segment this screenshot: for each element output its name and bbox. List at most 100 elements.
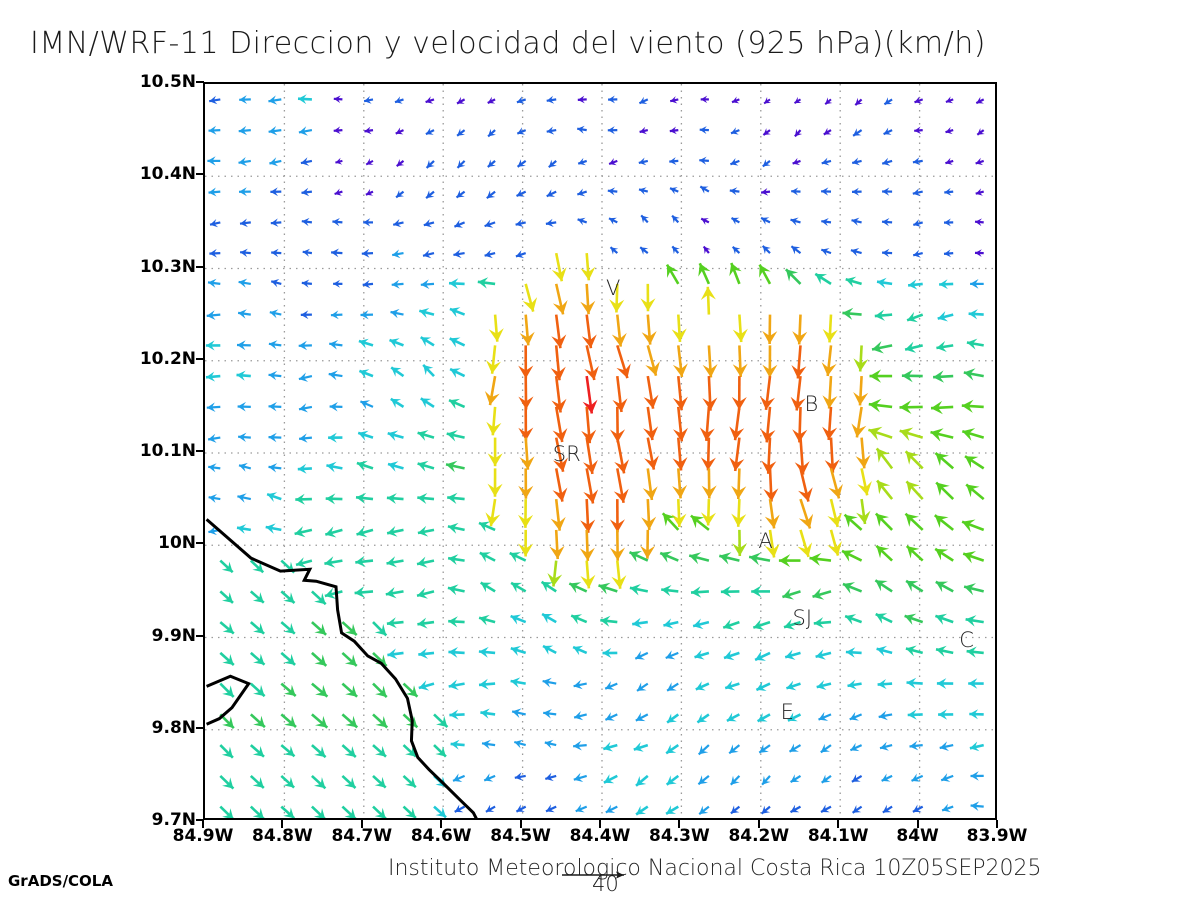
- x-axis-tick-mark: [599, 820, 601, 828]
- wind-arrow: [548, 159, 557, 169]
- wind-arrow: [672, 345, 688, 378]
- wind-arrow: [362, 280, 374, 289]
- wind-arrow: [249, 744, 265, 758]
- wind-arrow: [966, 338, 984, 350]
- wind-arrow: [238, 462, 252, 472]
- wind-arrow: [208, 125, 221, 135]
- wind-arrow: [510, 614, 527, 625]
- wind-arrow: [549, 529, 565, 560]
- wind-arrow: [635, 712, 649, 722]
- wind-arrow: [849, 711, 863, 721]
- wind-arrow: [341, 621, 358, 637]
- wind-arrow: [433, 744, 447, 758]
- wind-arrow: [576, 188, 588, 197]
- wind-arrow: [445, 460, 465, 473]
- wind-arrow: [333, 279, 343, 288]
- wind-arrow: [280, 682, 297, 697]
- wind-arrow: [604, 712, 618, 721]
- wind-arrow: [841, 549, 863, 562]
- wind-arrow: [906, 311, 924, 323]
- wind-arrow: [386, 617, 404, 629]
- wind-arrow: [570, 614, 588, 625]
- wind-arrow: [515, 804, 527, 813]
- wind-arrow: [581, 406, 597, 444]
- wind-arrow: [452, 773, 466, 782]
- wind-arrow: [545, 804, 557, 813]
- wind-arrow: [358, 338, 374, 349]
- wind-arrow: [448, 647, 465, 658]
- wind-arrow: [449, 367, 466, 378]
- x-axis-tick-label: 84.2W: [728, 826, 790, 846]
- wind-arrow: [702, 345, 718, 378]
- wind-arrow: [219, 744, 234, 759]
- wind-arrow: [975, 96, 985, 105]
- wind-arrow: [580, 252, 596, 281]
- x-axis-tick-mark: [360, 820, 363, 828]
- wind-arrow: [904, 512, 924, 531]
- wind-arrow: [694, 649, 710, 660]
- wind-arrow: [518, 406, 534, 441]
- wind-arrow: [386, 526, 404, 537]
- x-axis-tick-label: 84.8W: [252, 826, 313, 846]
- wind-arrow: [280, 621, 296, 635]
- wind-arrow: [577, 95, 587, 104]
- x-axis-tick-mark: [440, 820, 443, 828]
- wind-arrow: [722, 619, 740, 630]
- wind-arrow: [509, 551, 527, 563]
- wind-arrow: [604, 681, 618, 690]
- wind-arrow: [602, 647, 618, 659]
- plot-area[interactable]: VBSRAISJCE: [203, 82, 997, 820]
- x-axis-tick-mark: [996, 820, 998, 828]
- wind-arrow: [790, 245, 802, 255]
- wind-arrow: [822, 376, 838, 409]
- wind-arrow: [417, 493, 435, 504]
- wind-arrow: [934, 547, 954, 562]
- y-axis-tick-label: 10.2N: [139, 348, 196, 369]
- wind-arrow: [700, 217, 710, 225]
- wind-arrow: [788, 743, 802, 753]
- wind-arrow: [850, 248, 862, 257]
- wind-arrow: [240, 248, 251, 258]
- wind-arrow: [331, 248, 343, 258]
- wind-arrow: [611, 560, 627, 589]
- wind-arrow: [821, 774, 832, 784]
- wind-arrow: [540, 580, 557, 593]
- wind-arrow: [875, 544, 893, 562]
- wind-arrow: [572, 645, 588, 656]
- coastline-overlay: [205, 518, 478, 818]
- wind-arrow: [209, 219, 221, 228]
- wind-arrow: [671, 499, 687, 527]
- wind-arrow: [280, 713, 297, 728]
- wind-arrow: [395, 127, 404, 135]
- wind-arrow: [402, 682, 419, 698]
- y-axis-tick-label: 10.5N: [139, 72, 196, 92]
- city-label-e: E: [780, 700, 794, 725]
- wind-arrow: [760, 216, 771, 225]
- y-axis-tick-label: 9.8N: [151, 717, 196, 738]
- wind-arrow: [821, 345, 837, 377]
- wind-arrow: [580, 560, 596, 589]
- wind-arrow: [930, 400, 954, 415]
- wind-arrow: [420, 336, 435, 347]
- wind-arrow: [456, 159, 466, 169]
- wind-arrow: [425, 190, 435, 199]
- y-axis-tick-mark: [196, 819, 204, 821]
- wind-arrow: [386, 556, 404, 568]
- wind-arrow: [325, 493, 343, 505]
- reference-vector-label: 40: [592, 872, 619, 896]
- wind-arrow: [417, 460, 435, 472]
- wind-arrow: [300, 157, 313, 166]
- wind-arrow: [355, 555, 374, 568]
- wind-arrow: [447, 492, 465, 504]
- wind-arrow: [943, 249, 954, 258]
- wind-arrow: [793, 96, 802, 104]
- y-axis-tick-label: 9.9N: [151, 625, 196, 646]
- wind-arrow: [417, 617, 435, 629]
- wind-arrow: [731, 376, 747, 410]
- wind-arrow: [390, 366, 405, 378]
- wind-arrow: [333, 126, 343, 135]
- wind-arrow: [483, 773, 496, 782]
- wind-arrow: [639, 246, 649, 255]
- wind-arrow: [480, 708, 496, 719]
- wind-arrow: [760, 805, 771, 815]
